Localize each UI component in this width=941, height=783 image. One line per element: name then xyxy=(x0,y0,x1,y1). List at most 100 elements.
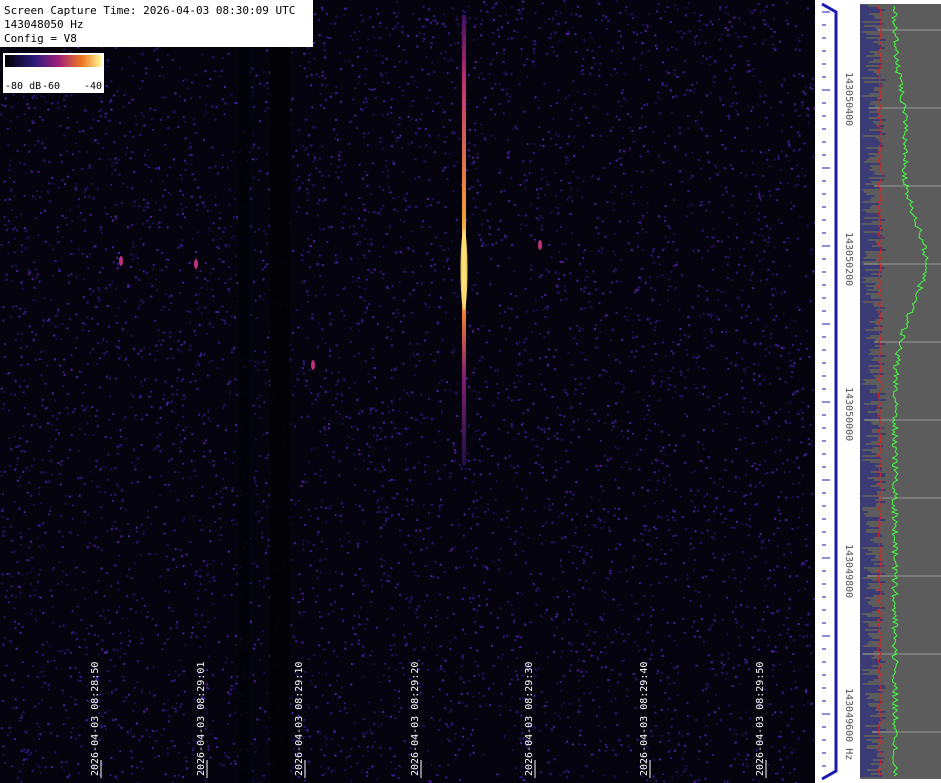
noise-dot xyxy=(110,585,113,588)
noise-dot xyxy=(594,324,597,327)
noise-dot xyxy=(432,110,434,113)
noise-dot xyxy=(320,765,323,768)
noise-dot xyxy=(675,48,678,51)
noise-dot xyxy=(307,301,309,304)
noise-dot xyxy=(563,771,566,774)
noise-dot xyxy=(449,549,452,552)
noise-dot xyxy=(686,715,689,718)
noise-dot xyxy=(176,389,179,392)
noise-dot xyxy=(795,686,798,689)
noise-dot xyxy=(557,212,560,215)
noise-dot xyxy=(57,186,60,189)
noise-dot xyxy=(369,654,372,657)
noise-dot xyxy=(671,111,673,114)
noise-dot xyxy=(807,701,810,704)
noise-dot xyxy=(435,615,437,618)
noise-dot xyxy=(769,569,772,572)
noise-dot xyxy=(463,586,466,589)
noise-dot xyxy=(546,181,549,184)
noise-dot xyxy=(48,513,50,516)
noise-dot xyxy=(622,47,624,50)
noise-dot xyxy=(427,527,430,530)
noise-dot xyxy=(254,480,257,483)
noise-dot xyxy=(741,406,744,409)
noise-dot xyxy=(316,595,319,598)
noise-dot xyxy=(713,237,716,240)
noise-dot xyxy=(21,763,24,766)
noise-dot xyxy=(361,410,364,413)
noise-dot xyxy=(205,707,207,710)
noise-dot xyxy=(409,551,412,554)
noise-dot xyxy=(735,223,738,226)
noise-dot xyxy=(636,245,639,248)
noise-dot xyxy=(212,576,215,579)
noise-dot xyxy=(338,460,341,463)
noise-dot xyxy=(174,548,177,551)
noise-dot xyxy=(621,633,624,635)
noise-dot xyxy=(220,533,223,536)
noise-dot xyxy=(297,776,300,779)
noise-dot xyxy=(385,517,388,520)
noise-dot xyxy=(650,729,653,732)
noise-dot xyxy=(14,738,16,741)
noise-dot xyxy=(59,463,62,466)
noise-dot xyxy=(661,249,664,252)
noise-dot xyxy=(672,509,674,512)
noise-dot xyxy=(359,47,362,50)
noise-dot xyxy=(77,477,80,480)
noise-dot xyxy=(560,225,562,228)
noise-dot xyxy=(709,625,712,628)
noise-dot xyxy=(342,505,345,508)
noise-dot xyxy=(430,21,432,24)
noise-dot xyxy=(572,337,575,340)
noise-dot xyxy=(235,430,238,433)
noise-dot xyxy=(436,654,439,657)
noise-dot xyxy=(324,558,327,560)
noise-dot xyxy=(174,411,177,414)
noise-dot xyxy=(8,372,11,375)
noise-dot xyxy=(424,464,427,466)
noise-dot xyxy=(681,734,684,737)
noise-dot xyxy=(163,523,166,525)
noise-dot xyxy=(228,714,231,717)
noise-dot xyxy=(256,317,259,320)
noise-dot xyxy=(552,725,555,728)
noise-dot xyxy=(666,621,669,624)
noise-dot xyxy=(409,747,412,750)
noise-dot xyxy=(485,566,488,568)
noise-dot xyxy=(142,244,145,247)
noise-dot xyxy=(165,258,168,261)
noise-dot xyxy=(101,639,104,642)
noise-dot xyxy=(524,349,526,352)
noise-dot xyxy=(308,735,311,738)
noise-dot xyxy=(488,203,491,206)
noise-dot xyxy=(85,627,88,630)
noise-dot xyxy=(29,571,32,574)
noise-dot xyxy=(667,433,670,436)
noise-dot xyxy=(746,105,749,108)
noise-dot xyxy=(506,93,509,95)
noise-dot xyxy=(691,501,694,504)
noise-dot xyxy=(138,304,141,307)
noise-dot xyxy=(586,276,589,278)
noise-dot xyxy=(652,776,655,779)
noise-dot xyxy=(45,640,48,643)
noise-dot xyxy=(401,25,404,28)
noise-dot xyxy=(233,235,236,237)
noise-dot xyxy=(547,348,550,351)
noise-dot xyxy=(299,588,302,591)
noise-dot xyxy=(342,620,344,623)
noise-dot xyxy=(418,18,421,21)
noise-dot xyxy=(466,311,469,314)
noise-dot xyxy=(394,316,397,318)
noise-dot xyxy=(182,116,185,119)
noise-dot xyxy=(626,580,629,583)
noise-dot xyxy=(559,260,562,263)
noise-dot xyxy=(460,692,463,695)
noise-dot xyxy=(152,665,155,668)
noise-dot xyxy=(728,117,731,120)
noise-dot xyxy=(83,278,85,281)
noise-dot xyxy=(491,454,494,457)
noise-dot xyxy=(107,692,110,695)
noise-dot xyxy=(527,666,530,669)
